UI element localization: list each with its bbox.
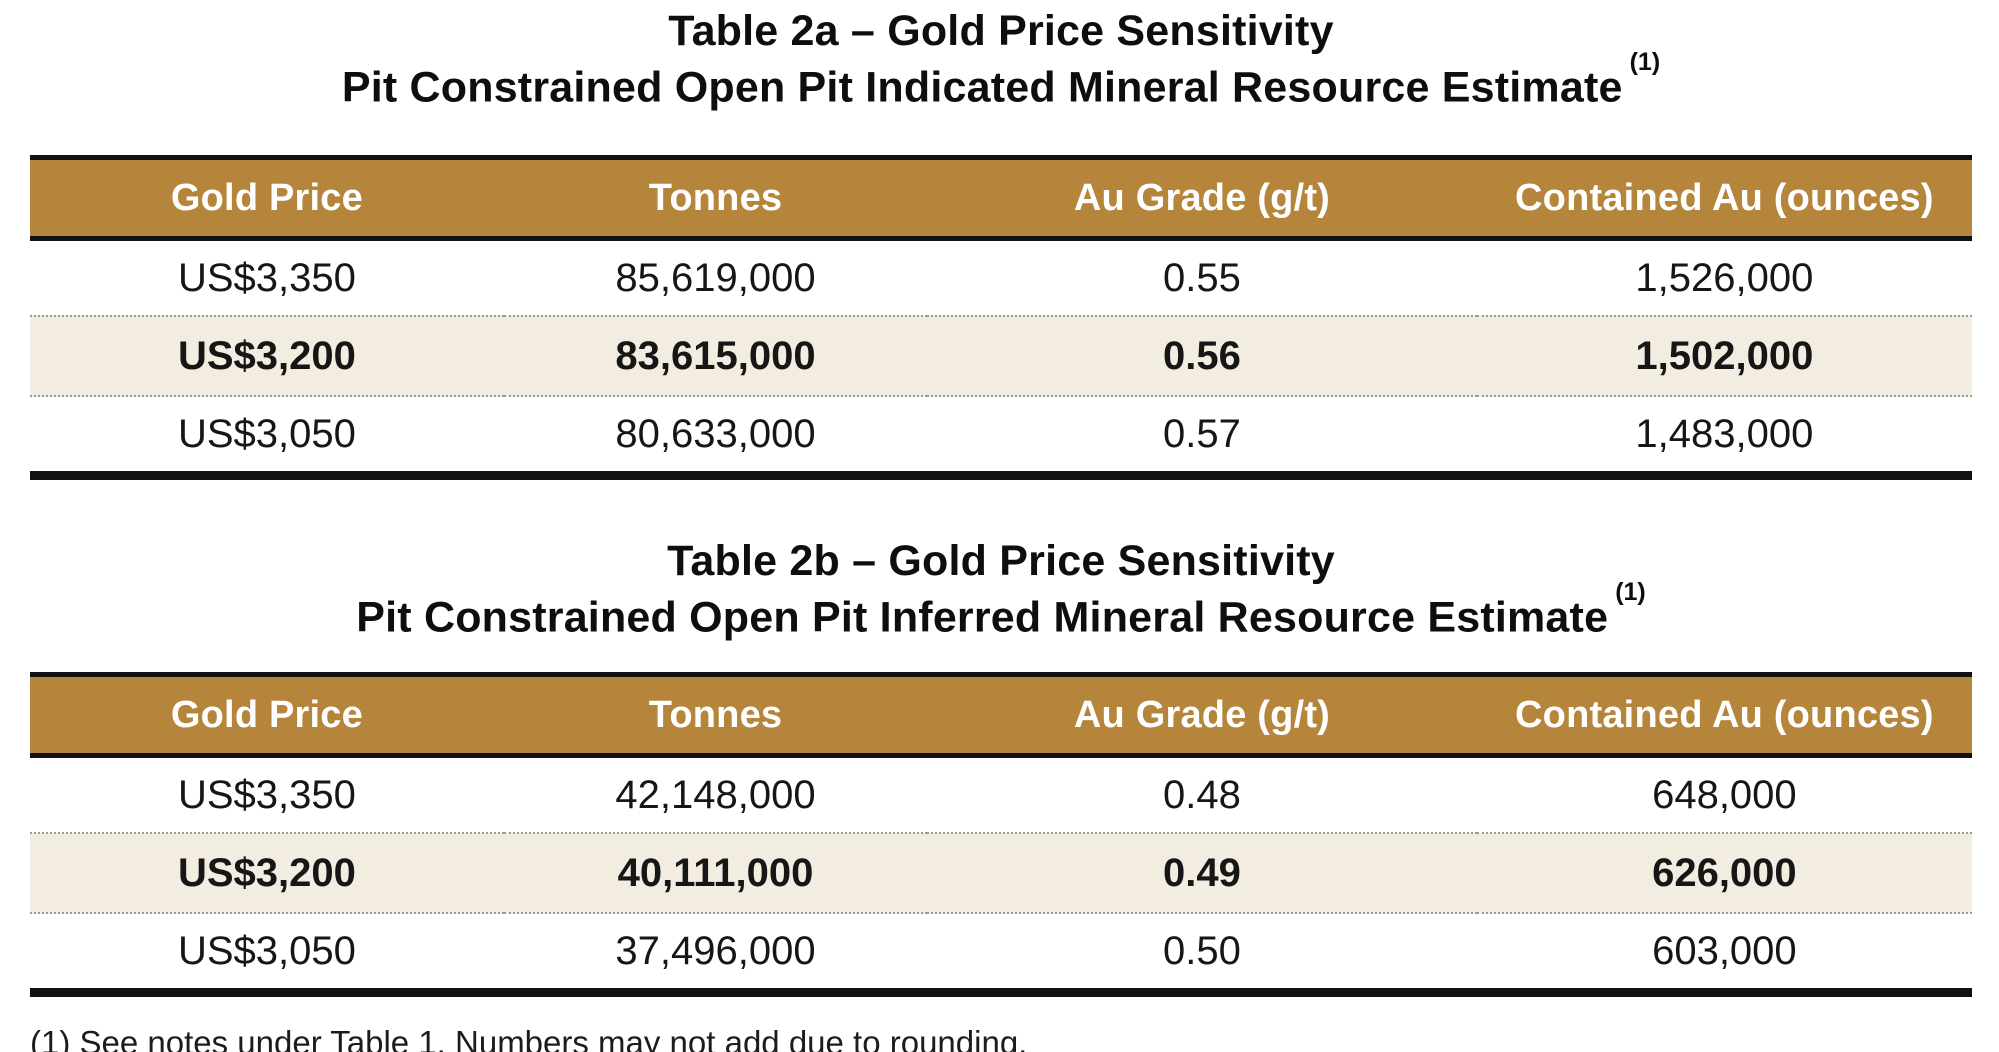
cell-gold-price: US$3,050 [177,928,356,973]
cell-contained-au: 1,526,000 [1635,256,1814,301]
cell-contained-au: 648,000 [1652,772,1797,817]
table-2a-title-line1: Table 2a – Gold Price Sensitivity [668,7,1334,55]
table-2a-title-line2-wrap: Pit Constrained Open Pit Indicated Miner… [30,48,1972,112]
cell-tonnes: 42,148,000 [615,772,816,817]
table-2b-title-line2-wrap: Pit Constrained Open Pit Inferred Minera… [30,578,1972,642]
cell-tonnes: 85,619,000 [615,256,816,301]
cell-au-grade: 0.55 [1163,256,1241,301]
column-header-contained-au: Contained Au (ounces) [1515,177,1934,220]
cell-tonnes: 40,111,000 [617,850,814,895]
column-header-gold-price: Gold Price [170,177,363,220]
column-header-contained-au: Contained Au (ounces) [1515,693,1934,736]
cell-tonnes: 80,633,000 [615,412,816,457]
column-header-au-grade: Au Grade (g/t) [1073,177,1331,220]
table-2b-section: Table 2b – Gold Price Sensitivity Pit Co… [30,538,1972,997]
gold-price-sensitivity-table-2a: Gold Price Tonnes Au Grade (g/t) Contain… [30,155,1972,481]
column-header-tonnes: Tonnes [648,693,783,736]
cell-gold-price: US$3,200 [177,850,356,895]
table-row: US$3,350 85,619,000 0.55 1,526,000 [30,239,1972,317]
table-row: US$3,050 80,633,000 0.57 1,483,000 [30,396,1972,476]
cell-tonnes: 83,615,000 [615,334,816,379]
cell-contained-au: 1,502,000 [1635,334,1814,379]
table-header-row: Gold Price Tonnes Au Grade (g/t) Contain… [30,674,1972,756]
table-2a-title: Table 2a – Gold Price Sensitivity Pit Co… [30,8,1972,111]
cell-au-grade: 0.50 [1163,928,1241,973]
cell-au-grade: 0.57 [1163,412,1241,457]
cell-contained-au: 603,000 [1652,928,1797,973]
table-row: US$3,050 37,496,000 0.50 603,000 [30,913,1972,993]
table-2a-title-line2: Pit Constrained Open Pit Indicated Miner… [341,63,1623,112]
table-row-highlighted: US$3,200 83,615,000 0.56 1,502,000 [30,316,1972,397]
cell-gold-price: US$3,350 [177,772,356,817]
table-2a-section: Table 2a – Gold Price Sensitivity Pit Co… [30,8,1972,481]
table-2b-title: Table 2b – Gold Price Sensitivity Pit Co… [30,538,1972,641]
table-header-row: Gold Price Tonnes Au Grade (g/t) Contain… [30,157,1972,239]
cell-contained-au: 1,483,000 [1635,412,1814,457]
cell-gold-price: US$3,050 [177,412,356,457]
footnote-text: (1) See notes under Table 1. Numbers may… [30,1023,1028,1052]
cell-gold-price: US$3,350 [177,256,356,301]
table-row: US$3,350 42,148,000 0.48 648,000 [30,755,1972,833]
column-header-tonnes: Tonnes [648,177,783,220]
footnote-marker: (1) [1615,578,1646,607]
column-header-gold-price: Gold Price [170,693,363,736]
column-header-au-grade: Au Grade (g/t) [1073,693,1331,736]
cell-au-grade: 0.56 [1163,334,1241,379]
gold-price-sensitivity-table-2b: Gold Price Tonnes Au Grade (g/t) Contain… [30,672,1972,997]
cell-au-grade: 0.48 [1163,772,1241,817]
table-2b-title-line2: Pit Constrained Open Pit Inferred Minera… [356,593,1609,642]
cell-tonnes: 37,496,000 [615,928,816,973]
table-row-highlighted: US$3,200 40,111,000 0.49 626,000 [30,832,1972,913]
footnote-marker: (1) [1629,48,1661,76]
cell-au-grade: 0.49 [1163,850,1241,895]
cell-gold-price: US$3,200 [177,334,356,379]
table-2b-title-line1: Table 2b – Gold Price Sensitivity [667,537,1335,586]
cell-contained-au: 626,000 [1652,850,1797,895]
